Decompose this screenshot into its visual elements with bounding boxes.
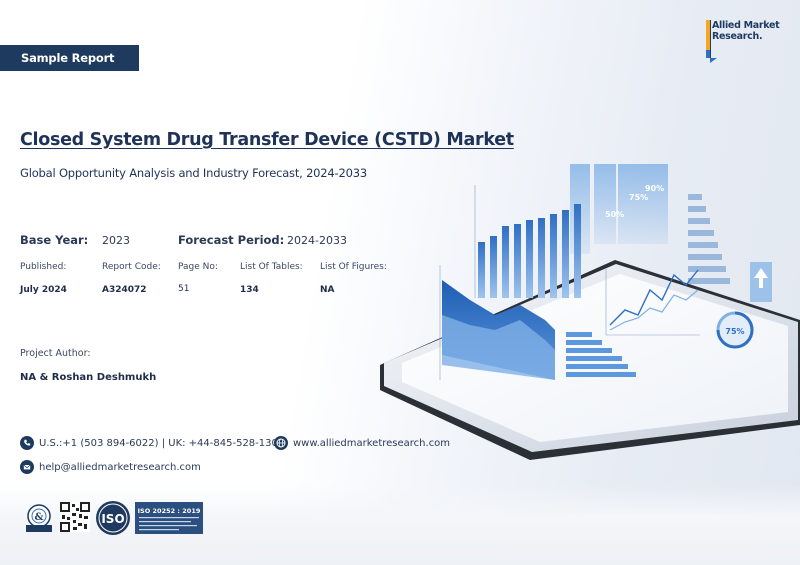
iso-20252-badge: ISO 20252 : 2019 <box>135 502 203 534</box>
report-code-value: A324072 <box>102 285 147 295</box>
svg-text:&: & <box>34 512 43 523</box>
email-link[interactable]: help@alliedmarketresearch.com <box>39 461 201 473</box>
globe-icon <box>274 436 288 450</box>
footer-band <box>0 485 800 565</box>
phone-icon <box>20 436 34 450</box>
up-arrow-icon <box>750 262 772 302</box>
horizontal-bar-list <box>566 332 636 377</box>
report-title: Closed System Drug Transfer Device (CSTD… <box>20 130 514 150</box>
published-value: July 2024 <box>20 285 67 295</box>
line-chart <box>605 268 700 336</box>
email-icon <box>20 460 34 474</box>
sample-report-badge: Sample Report <box>0 45 139 71</box>
list-of-figures-label: List Of Figures: <box>320 262 387 272</box>
website-link[interactable]: www.alliedmarketresearch.com <box>293 437 451 449</box>
phone-contact: U.S.:+1 (503 894-6022) | UK: +44-845-528… <box>20 436 284 450</box>
iso-text: ISO <box>101 512 124 526</box>
email-contact[interactable]: help@alliedmarketresearch.com <box>20 460 201 474</box>
forecast-period-value: 2024-2033 <box>287 234 347 247</box>
glass-panel <box>618 164 642 244</box>
phone-text: U.S.:+1 (503 894-6022) | UK: +44-845-528… <box>39 437 285 449</box>
legend-list <box>688 194 730 284</box>
published-label: Published: <box>20 262 67 272</box>
gauge-label: 75% <box>725 327 744 336</box>
floating-bar-chart <box>478 204 581 298</box>
website-contact[interactable]: www.alliedmarketresearch.com <box>274 436 450 450</box>
list-of-tables-label: List Of Tables: <box>240 262 303 272</box>
percent-label-90: 90% <box>645 184 664 193</box>
allied-market-research-logo <box>706 20 717 63</box>
project-author-label: Project Author: <box>20 348 91 359</box>
percent-label-50: 50% <box>605 210 624 219</box>
report-code-label: Report Code: <box>102 262 161 272</box>
base-year-label: Base Year: <box>20 233 89 247</box>
area-chart <box>442 280 555 380</box>
base-year-value: 2023 <box>102 234 130 247</box>
glass-panel <box>594 164 616 244</box>
glass-panel <box>642 164 668 244</box>
project-author-value: NA & Roshan Deshmukh <box>20 372 157 383</box>
tablet-dashboard-illustration: 50% 75% 90% <box>380 164 800 460</box>
certification-seal-icon: & <box>26 504 52 532</box>
page-no-value: 51 <box>178 284 190 294</box>
iso-logo: ISO <box>96 501 130 535</box>
list-of-figures-value: NA <box>320 285 335 295</box>
gauge-75: 75% <box>716 311 754 349</box>
logo-text: Allied Market Research. <box>712 20 780 42</box>
percent-label-75: 75% <box>629 193 648 202</box>
forecast-period-label: Forecast Period: <box>178 233 285 247</box>
list-of-tables-value: 134 <box>240 285 259 295</box>
report-subtitle: Global Opportunity Analysis and Industry… <box>20 166 367 180</box>
qr-code-icon <box>60 502 90 532</box>
iso-standard-text: ISO 20252 : 2019 <box>138 507 201 515</box>
page-no-label: Page No: <box>178 262 218 272</box>
